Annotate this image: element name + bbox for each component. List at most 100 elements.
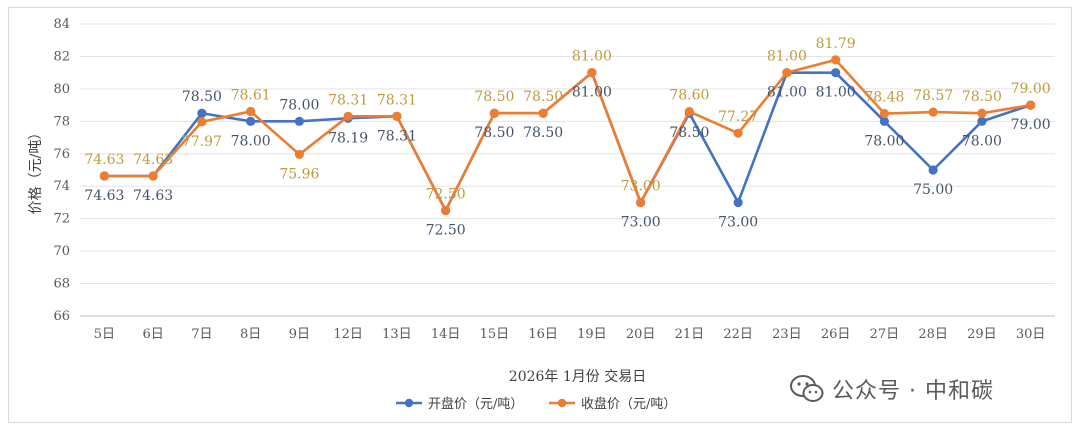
chart-frame: [8, 7, 1072, 423]
data-point: [977, 108, 987, 118]
data-point: [733, 128, 743, 138]
data-point: [587, 68, 597, 78]
y-tick-label: 78: [53, 114, 70, 129]
data-point: [197, 117, 207, 127]
x-tick-label: 16日: [528, 327, 558, 342]
data-point: [831, 68, 841, 78]
watermark: 公众号 · 中和碳: [790, 374, 994, 404]
x-axis-label: 2026年 1月份 交易日: [509, 368, 646, 385]
data-point: [392, 111, 402, 121]
data-point: [782, 68, 792, 78]
x-tick-label: 28日: [918, 327, 948, 342]
series-close: [99, 55, 1036, 216]
data-point: [246, 116, 256, 126]
data-point: [99, 171, 109, 181]
data-point: [441, 205, 451, 216]
data-point: [1026, 100, 1036, 110]
x-tick-label: 26日: [821, 327, 851, 342]
x-tick-label: 6日: [142, 327, 163, 342]
data-label: 78.19: [328, 130, 368, 146]
data-label: 78.61: [231, 87, 271, 103]
x-tick-label: 30日: [1016, 327, 1046, 342]
y-tick-label: 70: [53, 244, 70, 259]
y-tick-label: 72: [53, 212, 70, 227]
legend-swatch-marker: [404, 398, 414, 408]
data-point: [977, 116, 987, 126]
x-tick-label: 20日: [626, 327, 656, 342]
x-tick-label: 15日: [480, 327, 510, 342]
data-label: 78.50: [523, 125, 563, 141]
data-label: 78.00: [279, 97, 319, 113]
data-point: [831, 55, 841, 65]
data-point: [538, 108, 548, 118]
data-point: [343, 111, 353, 121]
data-point: [733, 197, 743, 208]
data-label: 81.79: [816, 36, 856, 52]
y-tick-label: 76: [53, 147, 70, 162]
grid-lines: [80, 23, 1055, 317]
data-point: [684, 107, 694, 117]
data-label: 73.00: [621, 214, 661, 230]
x-tick-label: 7日: [191, 327, 212, 342]
data-point: [636, 197, 646, 208]
data-label: 73.00: [621, 178, 661, 194]
x-tick-label: 27日: [870, 327, 900, 342]
data-label: 78.31: [377, 128, 417, 144]
data-label: 79.00: [1011, 117, 1051, 133]
data-label: 78.31: [377, 92, 417, 108]
y-tick-label: 68: [53, 277, 70, 292]
data-label: 78.50: [182, 89, 222, 105]
data-label: 81.00: [767, 85, 807, 101]
x-tick-label: 29日: [967, 327, 997, 342]
x-tick-label: 5日: [94, 327, 115, 342]
y-tick-label: 84: [53, 17, 70, 32]
data-point: [928, 107, 938, 117]
data-label: 77.27: [718, 109, 758, 125]
data-label: 78.60: [669, 88, 709, 104]
data-label: 78.31: [328, 92, 368, 108]
legend-item-close: 收盘价（元/吨）: [549, 396, 676, 412]
data-label: 74.63: [84, 152, 124, 168]
data-label: 78.50: [669, 125, 709, 141]
data-label: 73.00: [718, 214, 758, 230]
data-point: [489, 108, 499, 118]
data-label: 74.63: [133, 152, 173, 168]
data-label: 78.48: [864, 90, 904, 106]
data-label: 78.00: [231, 133, 271, 149]
watermark-text: 公众号 · 中和碳: [832, 379, 994, 404]
x-tick-label: 23日: [772, 327, 802, 342]
data-label: 78.50: [523, 89, 563, 105]
x-tick-label: 8日: [240, 327, 261, 342]
legend-label: 开盘价（元/吨）: [428, 396, 523, 412]
data-label: 75.96: [279, 166, 319, 182]
x-tick-label: 9日: [289, 327, 310, 342]
data-label: 72.50: [426, 187, 466, 203]
legend-label: 收盘价（元/吨）: [581, 396, 676, 412]
data-label: 81.00: [816, 85, 856, 101]
data-label: 81.00: [572, 85, 612, 101]
x-tick-label: 22日: [723, 327, 753, 342]
x-tick-label: 12日: [333, 327, 363, 342]
y-tick-label: 80: [53, 82, 70, 97]
data-point: [879, 108, 889, 119]
legend-item-open: 开盘价（元/吨）: [396, 396, 523, 412]
x-tick-label: 13日: [382, 327, 412, 342]
data-point: [294, 116, 304, 126]
x-tick-label: 14日: [431, 327, 461, 342]
data-point: [928, 165, 938, 175]
data-point: [294, 149, 304, 160]
data-label: 81.00: [767, 49, 807, 65]
data-label: 74.63: [133, 188, 173, 204]
x-tick-label: 21日: [675, 327, 705, 342]
x-tick-label: 19日: [577, 327, 607, 342]
data-label: 74.63: [84, 188, 124, 204]
data-label: 75.00: [913, 182, 953, 198]
legend: 开盘价（元/吨） 收盘价（元/吨）: [396, 396, 676, 412]
y-tick-label: 66: [53, 309, 70, 324]
series-line: [104, 58, 1031, 212]
legend-swatch-marker: [557, 398, 567, 408]
y-axis-label: 价格（元/吨）: [28, 126, 44, 215]
data-point: [246, 106, 256, 117]
data-label: 78.50: [474, 89, 514, 105]
